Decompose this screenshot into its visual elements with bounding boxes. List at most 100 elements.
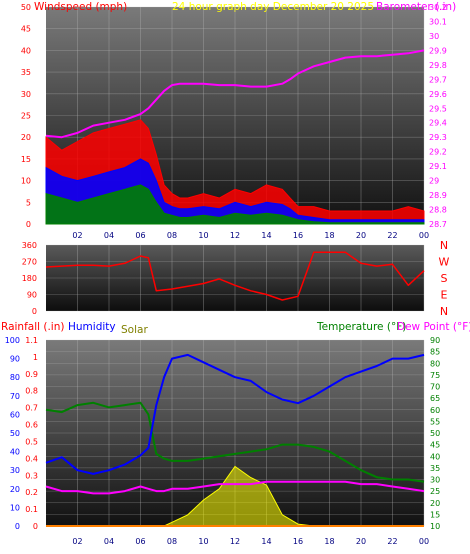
temperature-tick-label: 15 — [430, 510, 440, 519]
temperature-tick-label: 30 — [430, 476, 440, 485]
humidity-tick-label: 90 — [10, 355, 20, 364]
x-tick-label: 04 — [104, 537, 114, 546]
barometer-tick-label: 29.8 — [429, 61, 447, 70]
temperature-tick-label: 80 — [430, 359, 440, 368]
dewpoint-series — [45, 480, 425, 495]
barometer-tick-label: 29.1 — [429, 162, 447, 171]
windspeed-tick-label: 0 — [26, 220, 31, 229]
x-tick-label: 14 — [261, 231, 271, 240]
x-tick-label: 04 — [104, 231, 114, 240]
temperature-tick-label: 75 — [430, 371, 440, 380]
dewpoint-axis-label: Dew Point (°F) — [397, 321, 470, 333]
rainfall-tick-label: 0.3 — [25, 471, 38, 480]
solar-axis-label: Solar — [121, 324, 148, 336]
windspeed-tick-label: 20 — [21, 133, 31, 142]
humidity-tick-label: 70 — [10, 392, 20, 401]
x-tick-label: 08 — [167, 537, 177, 546]
temperature-tick-label: 65 — [430, 394, 440, 403]
humidity-tick-label: 50 — [10, 429, 20, 438]
temperature-tick-label: 10 — [430, 522, 440, 531]
windspeed-tick-label: 50 — [21, 3, 31, 12]
temperature-tick-label: 35 — [430, 464, 440, 473]
rainfall-tick-label: 0.5 — [25, 437, 38, 446]
windspeed-tick-label: 45 — [21, 25, 31, 34]
windspeed-tick-label: 5 — [26, 198, 31, 207]
barometer-tick-label: 29.7 — [429, 75, 447, 84]
humidity-tick-label: 30 — [10, 466, 20, 475]
humidity-series — [45, 353, 425, 475]
rainfall-tick-label: 0.9 — [25, 370, 38, 379]
temperature-axis-label: Temperature (°F) — [316, 321, 406, 333]
rainfall-tick-label: 0 — [33, 522, 38, 531]
compass-label: E — [441, 289, 448, 302]
x-tick-label: 02 — [72, 231, 82, 240]
x-tick-label: 12 — [230, 231, 240, 240]
x-tick-label: 00 — [419, 231, 429, 240]
direction-tick-label: 90 — [27, 291, 37, 300]
barometer-tick-label: 30.1 — [429, 17, 447, 26]
humidity-tick-label: 40 — [10, 448, 20, 457]
temperature-tick-label: 85 — [430, 348, 440, 357]
x-tick-label: 16 — [293, 537, 303, 546]
direction-tick-label: 180 — [22, 274, 37, 283]
humidity-tick-label: 80 — [10, 373, 20, 382]
temperature-tick-label: 40 — [430, 452, 440, 461]
temperature-tick-label: 90 — [430, 336, 440, 345]
humidity-tick-label: 60 — [10, 410, 20, 419]
humidity-tick-label: 10 — [10, 503, 20, 512]
windspeed-tick-label: 30 — [21, 90, 31, 99]
wind-direction-series — [45, 251, 425, 301]
direction-tick-label: 270 — [22, 258, 37, 267]
barometer-tick-label: 29 — [429, 177, 439, 186]
temperature-tick-label: 55 — [430, 417, 440, 426]
compass-label: N — [440, 239, 448, 252]
barometer-axis-label: Barometer (.in) — [376, 1, 456, 13]
windspeed-tick-label: 10 — [21, 177, 31, 186]
direction-tick-label: 360 — [22, 241, 37, 250]
rainfall-tick-label: 1.1 — [25, 336, 38, 345]
temperature-series — [45, 401, 425, 483]
barometer-tick-label: 29.9 — [429, 46, 447, 55]
rainfall-axis-label: Rainfall (.in) — [1, 321, 64, 333]
humidity-tick-label: 100 — [5, 336, 20, 345]
temperature-tick-label: 25 — [430, 487, 440, 496]
x-tick-label: 20 — [356, 537, 366, 546]
x-tick-label: 12 — [230, 537, 240, 546]
x-tick-label: 10 — [198, 537, 208, 546]
barometer-tick-label: 29.5 — [429, 104, 447, 113]
windspeed-tick-label: 25 — [21, 112, 31, 121]
windspeed-tick-label: 35 — [21, 68, 31, 77]
temperature-tick-label: 20 — [430, 499, 440, 508]
x-tick-label: 08 — [167, 231, 177, 240]
temperature-tick-label: 70 — [430, 383, 440, 392]
temperature-tick-label: 45 — [430, 441, 440, 450]
rainfall-tick-label: 0.7 — [25, 404, 38, 413]
compass-label: S — [441, 272, 448, 285]
barometer-tick-label: 29.4 — [429, 119, 447, 128]
humidity-axis-label: Humidity — [68, 321, 116, 333]
windspeed-axis-label: Windspeed (mph) — [34, 1, 127, 13]
x-tick-label: 06 — [135, 537, 145, 546]
barometer-tick-label: 28.7 — [429, 220, 447, 229]
barometer-tick-label: 29.3 — [429, 133, 447, 142]
compass-label: N — [440, 305, 448, 318]
x-tick-label: 06 — [135, 231, 145, 240]
x-tick-label: 14 — [261, 537, 271, 546]
barometer-tick-label: 30.2 — [429, 3, 447, 12]
rainfall-tick-label: 0.1 — [25, 505, 38, 514]
rainfall-tick-label: 0.2 — [25, 488, 38, 497]
x-tick-label: 10 — [198, 231, 208, 240]
x-tick-label: 18 — [324, 231, 334, 240]
rainfall-tick-label: 0.4 — [25, 454, 38, 463]
temperature-tick-label: 50 — [430, 429, 440, 438]
direction-tick-label: 0 — [32, 307, 37, 316]
wind-green-series — [45, 184, 425, 225]
windspeed-tick-label: 15 — [21, 155, 31, 164]
barometer-tick-label: 28.9 — [429, 191, 447, 200]
x-tick-label: 16 — [293, 231, 303, 240]
rainfall-tick-label: 0.6 — [25, 421, 38, 430]
barometer-tick-label: 28.8 — [429, 206, 447, 215]
rainfall-tick-label: 1 — [33, 353, 38, 362]
